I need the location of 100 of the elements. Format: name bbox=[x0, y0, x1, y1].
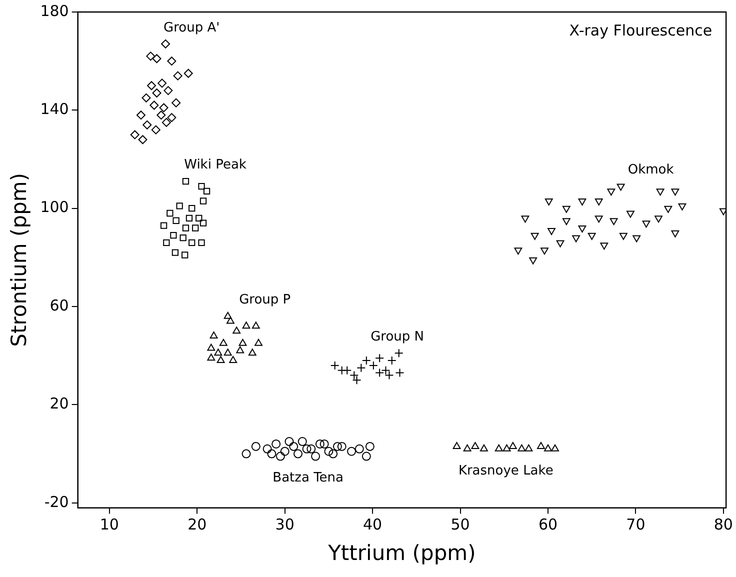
point bbox=[619, 232, 628, 240]
point bbox=[548, 228, 556, 235]
point bbox=[152, 54, 162, 64]
point bbox=[315, 439, 324, 448]
point bbox=[494, 444, 503, 452]
point bbox=[166, 210, 174, 217]
point bbox=[188, 205, 196, 212]
point bbox=[236, 346, 244, 354]
point bbox=[219, 338, 228, 346]
point bbox=[130, 130, 140, 140]
point bbox=[150, 100, 159, 110]
point bbox=[530, 232, 539, 240]
point bbox=[572, 235, 580, 242]
series-label: Group A' bbox=[164, 20, 220, 36]
y-tick-label: 140 bbox=[40, 100, 69, 118]
point bbox=[164, 86, 173, 96]
point bbox=[362, 452, 371, 461]
point bbox=[544, 198, 553, 206]
point bbox=[556, 240, 564, 248]
point bbox=[562, 218, 570, 226]
point bbox=[356, 363, 366, 372]
point bbox=[607, 188, 616, 196]
point bbox=[324, 446, 334, 456]
point bbox=[224, 312, 232, 319]
point bbox=[198, 239, 205, 246]
point bbox=[508, 442, 517, 449]
y-tick-label: 20 bbox=[50, 394, 69, 413]
point bbox=[284, 437, 294, 446]
point bbox=[267, 449, 276, 458]
point bbox=[182, 224, 190, 232]
point bbox=[160, 222, 168, 229]
point bbox=[188, 239, 196, 246]
point bbox=[588, 232, 596, 240]
point bbox=[210, 331, 218, 338]
point bbox=[280, 446, 290, 456]
y-tick-label: 100 bbox=[40, 198, 69, 216]
point bbox=[136, 110, 146, 120]
point bbox=[537, 442, 545, 449]
point bbox=[671, 230, 680, 238]
point bbox=[354, 444, 364, 454]
point bbox=[664, 206, 672, 213]
point bbox=[184, 68, 193, 78]
point bbox=[238, 338, 247, 346]
point bbox=[170, 232, 177, 239]
point bbox=[514, 248, 522, 255]
point bbox=[176, 202, 183, 210]
point bbox=[226, 316, 234, 324]
point bbox=[182, 178, 190, 185]
point bbox=[173, 71, 182, 80]
point bbox=[302, 444, 312, 454]
point bbox=[159, 103, 168, 112]
point bbox=[656, 188, 664, 196]
point bbox=[551, 444, 559, 452]
point bbox=[289, 442, 298, 451]
y-axis-title: Strontium (ppm) bbox=[7, 172, 32, 347]
y-tick-label: -20 bbox=[44, 492, 69, 511]
point bbox=[229, 356, 238, 364]
point bbox=[272, 439, 281, 448]
series-label: Wiki Peak bbox=[184, 158, 247, 173]
point bbox=[600, 242, 608, 250]
point bbox=[306, 444, 316, 454]
point bbox=[161, 39, 170, 48]
x-axis-title: Yttrium (ppm) bbox=[327, 540, 476, 565]
point bbox=[616, 184, 625, 191]
point bbox=[562, 206, 570, 213]
point bbox=[252, 322, 260, 329]
point bbox=[172, 249, 179, 256]
point bbox=[251, 442, 260, 451]
point bbox=[147, 81, 156, 90]
point bbox=[452, 442, 461, 449]
point bbox=[298, 437, 307, 446]
point bbox=[172, 98, 181, 108]
point bbox=[524, 444, 533, 452]
point bbox=[158, 78, 167, 88]
point bbox=[632, 235, 641, 242]
point bbox=[196, 214, 202, 222]
point bbox=[540, 248, 548, 255]
point bbox=[207, 354, 216, 361]
point bbox=[156, 110, 166, 120]
point bbox=[594, 216, 603, 223]
point bbox=[142, 120, 152, 130]
point bbox=[347, 446, 356, 456]
y-tick-label: 60 bbox=[50, 296, 69, 314]
x-tick-label: 80 bbox=[714, 516, 733, 534]
point bbox=[276, 452, 285, 461]
point bbox=[365, 442, 374, 451]
point bbox=[262, 444, 272, 454]
point bbox=[198, 182, 205, 190]
point bbox=[146, 52, 156, 61]
point bbox=[395, 368, 404, 378]
y-tick-label: 180 bbox=[40, 2, 69, 20]
point bbox=[320, 439, 329, 448]
point bbox=[192, 224, 199, 232]
point bbox=[163, 239, 170, 246]
point bbox=[328, 449, 338, 458]
x-tick-label: 30 bbox=[275, 516, 294, 534]
point bbox=[375, 368, 384, 378]
x-tick-label: 20 bbox=[188, 516, 207, 534]
point bbox=[232, 326, 241, 334]
point bbox=[529, 257, 538, 264]
